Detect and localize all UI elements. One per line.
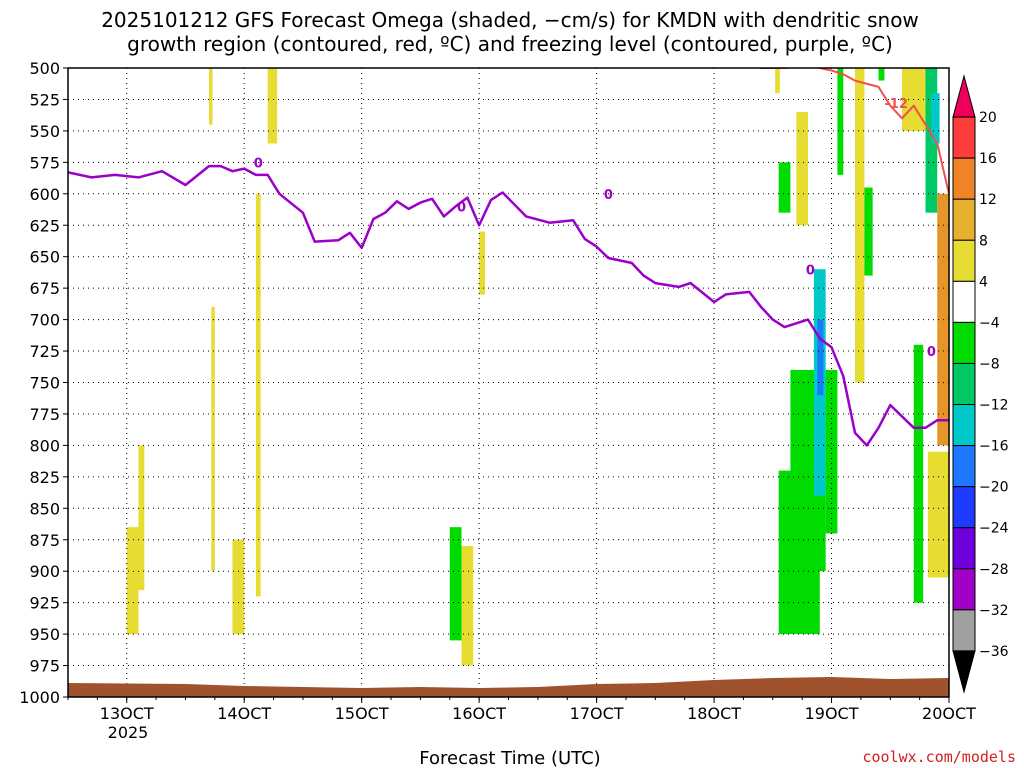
colorbar-label-2: 12 [979, 192, 997, 208]
y-tick-label-10: 750 [29, 374, 60, 393]
omega-region-5 [208, 68, 213, 125]
colorbar-swatch-7 [952, 362, 976, 406]
y-tick-label-18: 950 [29, 625, 60, 644]
colorbar-label-6: −8 [979, 356, 1000, 372]
colorbar-label-11: −28 [979, 562, 1009, 578]
colorbar-label-13: −36 [979, 644, 1009, 660]
omega-region-20 [864, 187, 873, 276]
omega-region-19 [855, 68, 865, 383]
colorbar-swatch-0 [952, 74, 976, 118]
colorbar-label-9: −20 [979, 480, 1009, 496]
omega-region-7 [449, 527, 462, 641]
colorbar-swatch-10 [952, 486, 976, 529]
x-tick-label-3: 16OCT [452, 704, 506, 723]
omega-region-1 [138, 445, 145, 591]
y-tick-label-8: 700 [29, 311, 60, 330]
y-tick-label-12: 800 [29, 436, 60, 455]
x-tick-label-1: 14OCT [217, 704, 271, 723]
y-tick-label-0: 500 [29, 59, 60, 78]
y-tick-label-6: 650 [29, 248, 60, 267]
colorbar-swatch-2 [952, 157, 976, 200]
y-tick-label-11: 775 [29, 405, 60, 424]
y-tick-label-2: 550 [29, 122, 60, 141]
y-tick-label-7: 675 [29, 279, 60, 298]
omega-region-0 [126, 527, 139, 635]
freezing-level-label-4: 0 [927, 345, 936, 360]
omega-region-24 [931, 93, 940, 144]
y-tick-label-14: 850 [29, 499, 60, 518]
omega-region-2 [232, 539, 245, 635]
omega-region-6 [211, 307, 215, 572]
x-tick-label-4: 17OCT [570, 704, 624, 723]
y-tick-label-5: 625 [29, 216, 60, 235]
colorbar-label-3: 8 [979, 233, 988, 249]
omega-region-8 [461, 546, 474, 666]
y-tick-label-3: 575 [29, 153, 60, 172]
omega-region-18 [775, 68, 780, 94]
colorbar: 20 16 12 8 4 −4 −8 −12 −16 −20 −24 −28 −32 −36 [952, 74, 1009, 694]
colorbar-label-7: −12 [979, 398, 1009, 414]
colorbar-swatch-8 [952, 404, 976, 447]
omega-region-26 [913, 344, 924, 603]
x-tick-label-0: 13OCT [100, 704, 154, 723]
axes: 500 525 550 575 600 625 650 675 700 725 750 775 800 8… [19, 59, 976, 723]
x-tick-label-2: 15OCT [335, 704, 389, 723]
y-tick-label-20: 1000 [19, 688, 60, 707]
x-axis-label: Forecast Time (UTC) [419, 748, 600, 768]
colorbar-swatch-13 [952, 609, 976, 652]
colorbar-swatch-12 [952, 568, 976, 611]
colorbar-swatch-14 [952, 650, 976, 694]
omega-region-15 [817, 319, 824, 396]
colorbar-label-4: 4 [979, 274, 988, 290]
y-tick-label-1: 525 [29, 90, 60, 109]
colorbar-label-5: −4 [979, 315, 1000, 331]
colorbar-swatch-4 [952, 239, 976, 282]
freezing-level-label-2: 0 [604, 188, 613, 203]
colorbar-swatch-5 [952, 280, 976, 323]
omega-region-11 [796, 112, 809, 226]
colorbar-swatch-1 [952, 116, 976, 159]
dgz-contour-label: -12 [884, 97, 908, 112]
omega-region-4 [267, 68, 278, 144]
omega-region-3 [255, 193, 261, 597]
y-tick-label-17: 925 [29, 594, 60, 613]
freezing-level-label-1: 0 [457, 200, 466, 215]
y-tick-label-16: 900 [29, 562, 60, 581]
colorbar-label-10: −24 [979, 521, 1009, 537]
colorbar-label-1: 16 [979, 151, 997, 167]
colorbar-label-8: −16 [979, 439, 1009, 455]
omega-region-10 [778, 162, 791, 213]
colorbar-swatch-3 [952, 198, 976, 241]
y-tick-label-13: 825 [29, 468, 60, 487]
omega-region-9 [479, 231, 486, 295]
omega-region-16 [825, 369, 838, 534]
x-tick-label-6: 19OCT [805, 704, 859, 723]
y-tick-label-9: 725 [29, 342, 60, 361]
colorbar-label-0: 20 [979, 110, 997, 126]
omega-region-27 [927, 451, 949, 578]
ground-terrain [68, 677, 949, 697]
chart-title-line1: 2025101212 GFS Forecast Omega (shaded, −… [101, 8, 919, 32]
omega-region-17 [837, 68, 844, 175]
colorbar-label-12: −32 [979, 603, 1009, 619]
y-tick-label-19: 975 [29, 657, 60, 676]
freezing-level-label-0: 0 [254, 156, 263, 171]
colorbar-swatch-9 [952, 445, 976, 488]
x-tick-label-5: 18OCT [687, 704, 741, 723]
plot-clip-group: 0 0 0 0 0 -12 [68, 68, 949, 697]
chart-title-line2: growth region (contoured, red, ºC) and f… [127, 32, 893, 56]
freezing-level-label-3: 0 [806, 263, 815, 278]
x-axis-year: 2025 [108, 723, 149, 742]
credit-text: coolwx.com/models [862, 748, 1016, 766]
y-tick-label-4: 600 [29, 185, 60, 204]
x-tick-label-7: 20OCT [922, 704, 976, 723]
y-tick-label-15: 875 [29, 531, 60, 550]
plot-area: 0 0 0 0 0 -12 [68, 68, 949, 697]
omega-region-21 [878, 68, 885, 81]
colorbar-swatch-11 [952, 527, 976, 570]
colorbar-swatch-6 [952, 321, 976, 364]
